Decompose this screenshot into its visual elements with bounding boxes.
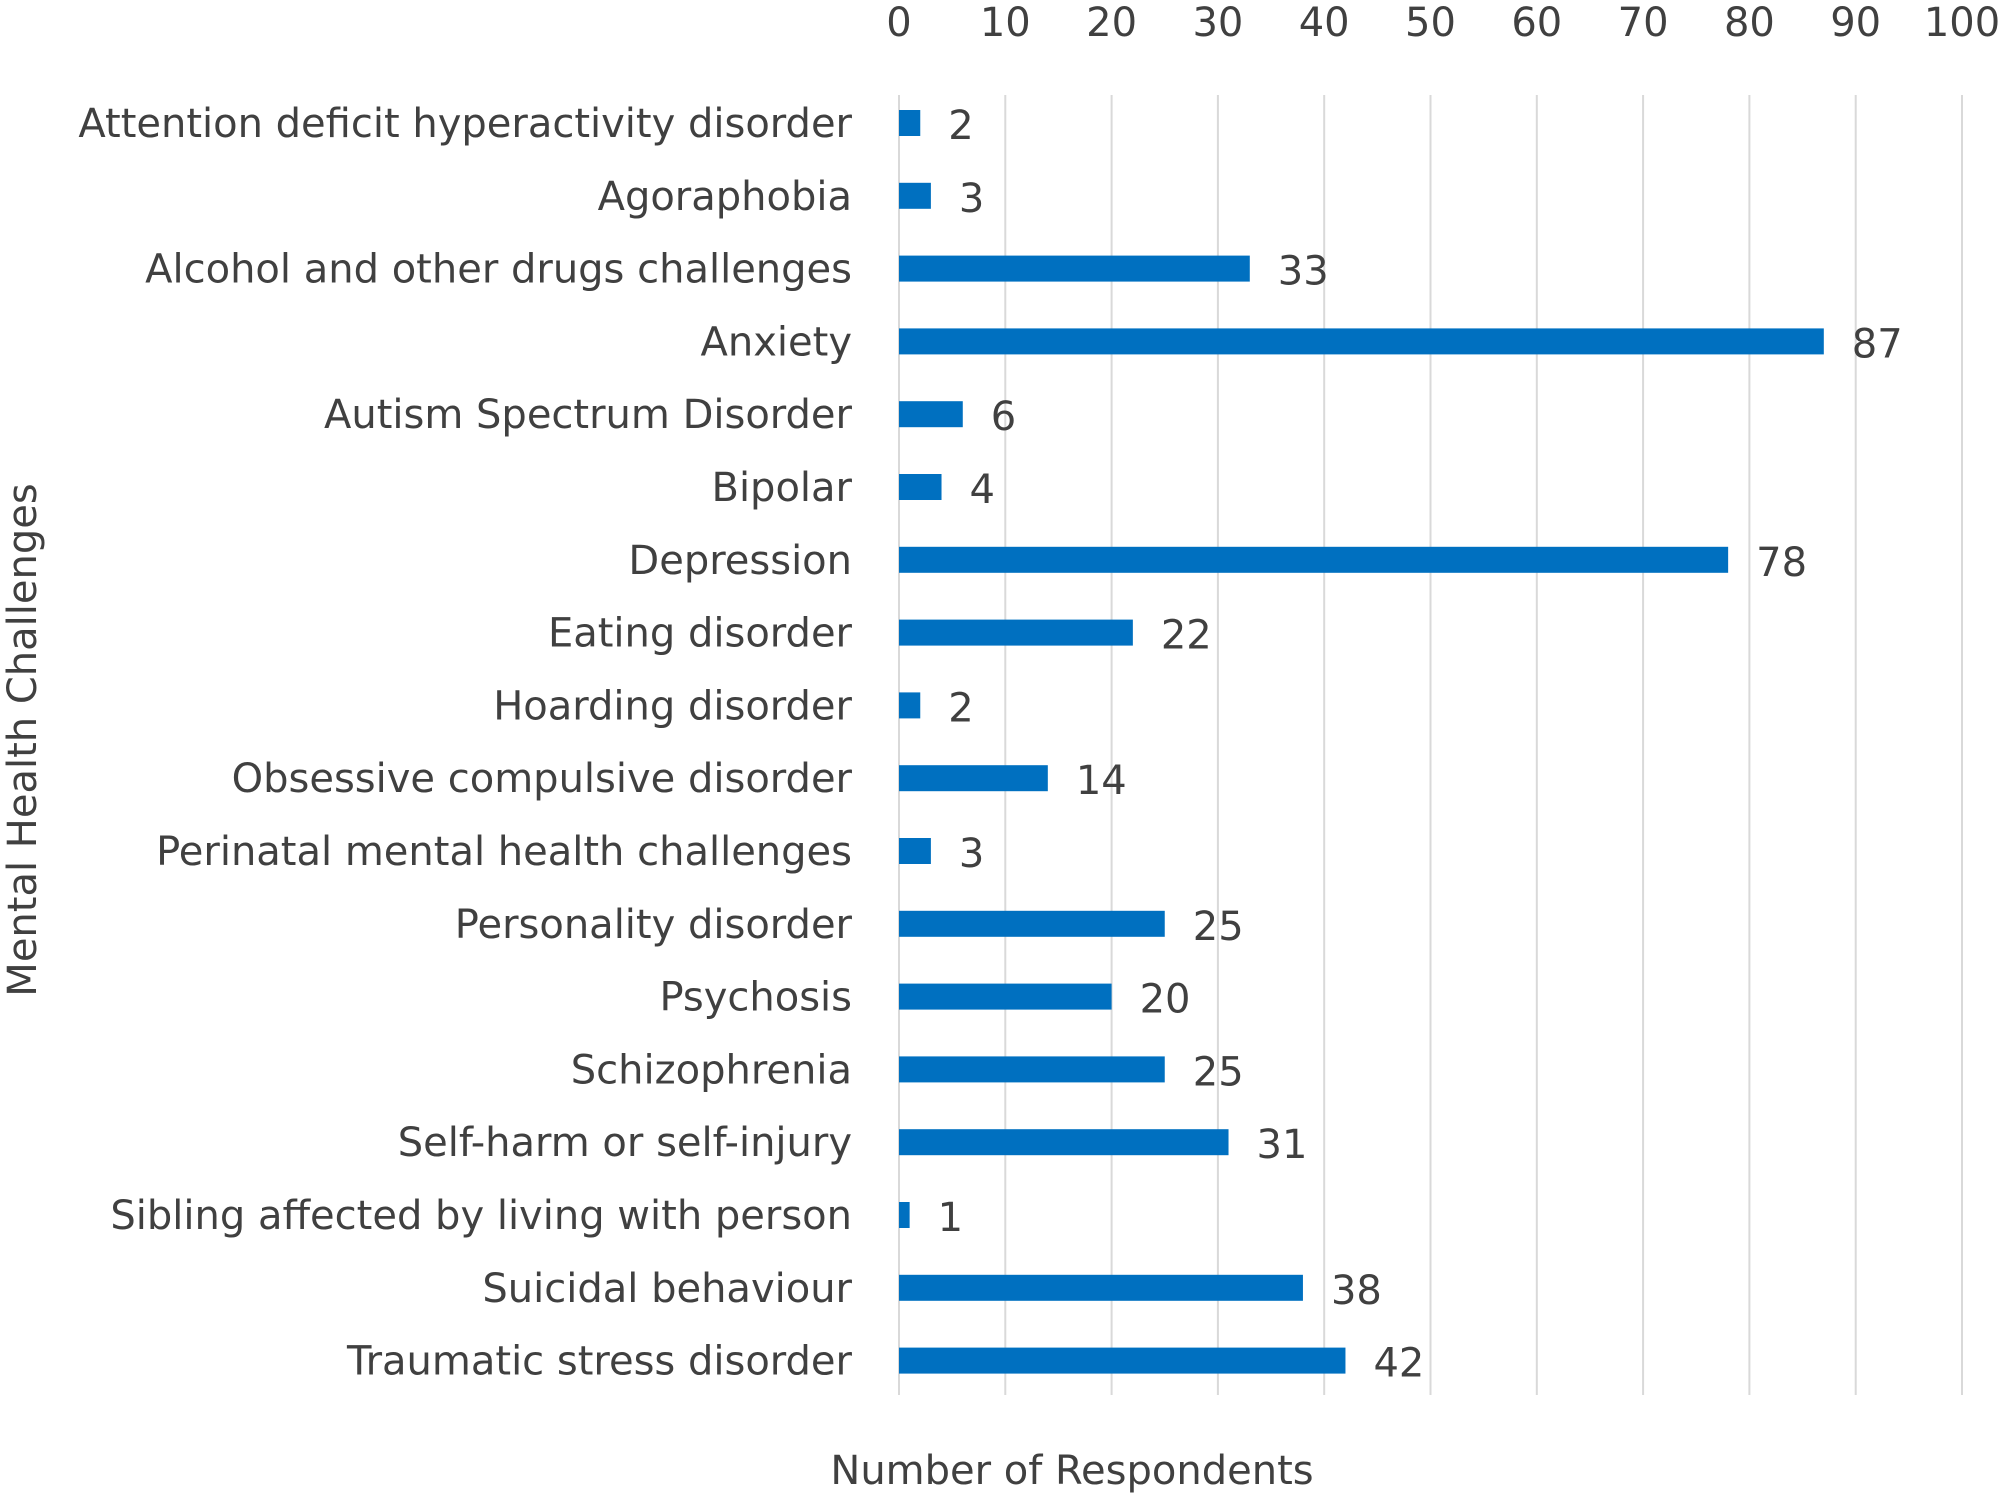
category-label: Sibling affected by living with person <box>110 1193 852 1239</box>
data-label: 25 <box>1193 1049 1244 1095</box>
category-label: Psychosis <box>659 975 852 1021</box>
x-axis-title: Number of Respondents <box>830 1448 1313 1494</box>
bar <box>899 910 1165 937</box>
category-label: Alcohol and other drugs challenges <box>145 247 852 293</box>
bar <box>899 838 931 864</box>
gridlines <box>898 95 1963 1395</box>
x-tick-label: 80 <box>1724 0 1775 46</box>
x-tick-label: 90 <box>1830 0 1881 46</box>
category-label: Self-harm or self-injury <box>398 1120 852 1166</box>
x-tick-label: 50 <box>1405 0 1456 46</box>
category-labels: Attention deficit hyperactivity disorder… <box>78 101 852 1385</box>
x-tick-label: 70 <box>1618 0 1669 46</box>
data-label: 78 <box>1756 540 1807 586</box>
data-label: 2 <box>948 685 973 731</box>
x-tick-label: 0 <box>886 0 911 46</box>
category-label: Eating disorder <box>548 611 853 657</box>
data-label: 20 <box>1140 977 1191 1023</box>
category-label: Anxiety <box>701 319 852 365</box>
data-label: 31 <box>1257 1122 1308 1168</box>
bar <box>899 255 1250 282</box>
category-label: Attention deficit hyperactivity disorder <box>78 101 852 147</box>
category-label: Obsessive compulsive disorder <box>232 756 853 802</box>
x-tick-label: 20 <box>1086 0 1137 46</box>
data-label: 25 <box>1193 904 1244 950</box>
bar <box>899 110 921 136</box>
data-label: 14 <box>1076 758 1127 804</box>
category-label: Hoarding disorder <box>493 683 852 729</box>
bar <box>899 619 1133 646</box>
bar <box>899 765 1048 792</box>
category-label: Bipolar <box>712 465 853 511</box>
bar <box>899 328 1824 355</box>
data-label: 3 <box>959 176 984 222</box>
bar <box>899 1347 1346 1374</box>
bar <box>899 546 1729 573</box>
category-label: Traumatic stress disorder <box>346 1339 852 1385</box>
data-label: 3 <box>959 831 984 877</box>
y-axis-title: Mental Health Challenges <box>0 483 46 996</box>
data-label: 4 <box>970 467 995 513</box>
data-label: 38 <box>1331 1268 1382 1314</box>
bar <box>899 983 1112 1010</box>
bars <box>899 110 1824 1374</box>
category-label: Depression <box>628 538 852 584</box>
data-label: 33 <box>1278 249 1329 295</box>
bar <box>899 1056 1165 1083</box>
bar <box>899 401 963 428</box>
category-label: Personality disorder <box>455 902 853 948</box>
bar <box>899 1274 1303 1301</box>
category-label: Agoraphobia <box>598 174 852 220</box>
data-label: 42 <box>1373 1341 1424 1387</box>
bar <box>899 1202 910 1228</box>
bar <box>899 474 942 500</box>
x-tick-label: 60 <box>1511 0 1562 46</box>
category-label: Schizophrenia <box>571 1047 852 1093</box>
bar <box>899 1129 1229 1156</box>
x-tick-label: 30 <box>1192 0 1243 46</box>
data-label: 87 <box>1852 321 1903 367</box>
bar <box>899 182 931 209</box>
category-label: Autism Spectrum Disorder <box>324 392 853 438</box>
bar <box>899 692 921 719</box>
category-label: Suicidal behaviour <box>482 1266 852 1312</box>
data-label: 22 <box>1161 613 1212 659</box>
data-label: 1 <box>938 1195 963 1241</box>
data-label: 6 <box>991 394 1016 440</box>
data-label: 2 <box>948 103 973 149</box>
x-tick-label: 10 <box>980 0 1031 46</box>
x-axis-ticks: 0 10 20 30 40 50 60 70 80 90 100 <box>886 0 2000 46</box>
x-tick-label: 100 <box>1924 0 2000 46</box>
category-label: Perinatal mental health challenges <box>156 829 852 875</box>
x-tick-label: 40 <box>1299 0 1350 46</box>
